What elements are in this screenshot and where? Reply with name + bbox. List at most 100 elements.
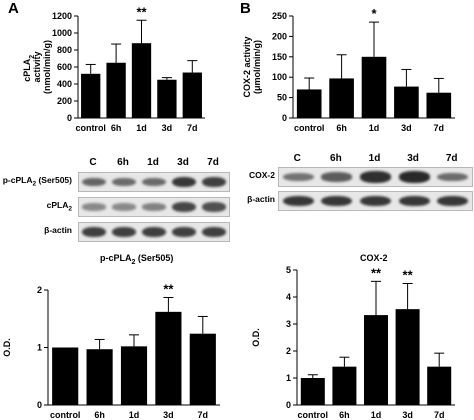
y-axis-label: COX-2 activity(μmol/min/g): [242, 36, 262, 97]
bar-1d: [131, 43, 152, 119]
x-tick-label: 3d: [402, 410, 413, 420]
y-tick-label: 4: [286, 292, 291, 302]
lane-label: 3d: [407, 153, 419, 164]
blot-band: [437, 195, 469, 207]
x-tick-label: 3d: [163, 410, 174, 420]
y-tick-label: 0: [67, 113, 72, 123]
blot-band: [398, 171, 430, 183]
left-western-blot: C 6h 1d 3d 7d p-cPLA2 (Ser505) cPLA2 β-actin: [0, 150, 235, 245]
lane-label: 7d: [445, 153, 458, 164]
y-axis-label-line: (nmol/min/g): [42, 40, 52, 94]
significance-marker: **: [371, 265, 382, 280]
y-axis-label-line: activity: [32, 51, 42, 82]
y-axis-label-line: O.D.: [251, 328, 261, 347]
lane-label: 1d: [368, 153, 381, 164]
y-tick-label: 200: [272, 31, 287, 41]
blot-row-label: cPLA2: [46, 200, 72, 213]
bar-control: [300, 378, 325, 405]
right-western-blot: C 6h 1d 3d 7d COX-2 β-actin: [237, 150, 474, 215]
x-tick-label: 7d: [434, 410, 445, 420]
blot-band: [172, 201, 196, 213]
lane-label: 7d: [207, 157, 219, 168]
bar-7d: [426, 92, 452, 118]
p-cpla2-od-chart: 0 1 2 O.D. control 6h 1d ** 3d 7d: [0, 0, 235, 420]
bar-control: [52, 347, 79, 405]
y-tick-label: 400: [57, 79, 72, 89]
blot-strip: [78, 172, 230, 192]
y-tick-label: 2: [37, 285, 42, 295]
x-tick-label: 1d: [129, 410, 140, 420]
y-tick-label: 0: [286, 400, 291, 410]
blot-strip: [278, 167, 473, 187]
y-tick-label: 1000: [52, 28, 72, 38]
x-tick-label: 6h: [336, 123, 347, 133]
x-tick-label: control: [50, 410, 81, 420]
blot-band: [142, 203, 166, 211]
blot-band: [282, 195, 314, 207]
blot-row-label: β-actin: [247, 194, 275, 204]
x-tick-label: 7d: [434, 123, 445, 133]
blot-band: [142, 177, 166, 187]
bar-3d: [395, 309, 420, 405]
bar-6h: [86, 349, 113, 405]
x-tick-label: control: [294, 123, 325, 133]
blot-band: [112, 226, 136, 238]
y-tick-label: 250: [272, 11, 287, 21]
y-tick-label: 200: [57, 96, 72, 106]
blot-band: [398, 195, 430, 207]
y-tick-label: 1: [286, 373, 291, 383]
y-axis-label-line: cPLA: [22, 58, 32, 82]
x-tick-label: 1d: [371, 410, 382, 420]
bar-7d: [427, 366, 452, 405]
y-axis-label: O.D.: [2, 338, 12, 357]
lane-label: 6h: [117, 157, 129, 168]
lane-label: C: [293, 153, 301, 164]
x-tick-label: 7d: [187, 123, 198, 133]
x-tick-label: 1d: [136, 123, 147, 133]
blot-row-label: β-actin: [44, 225, 72, 235]
blot-row-label: p-cPLA2 (Ser505): [2, 175, 72, 188]
blot-band: [112, 203, 136, 211]
y-tick-label: 50: [277, 93, 287, 103]
y-tick-label: 5: [286, 265, 291, 275]
significance-marker: **: [136, 4, 147, 19]
x-tick-label: 6h: [111, 123, 122, 133]
y-tick-label: 3: [286, 319, 291, 329]
blot-band: [82, 226, 106, 238]
cox2-activity-svg: 0 50 100 150 200 250 COX-2 activity(μmol/min/g…: [242, 6, 455, 133]
panel-letter-a: A: [8, 0, 19, 17]
y-axis-label: cPLA2 activity(nmol/min/g): [22, 40, 52, 94]
x-tick-label: 6h: [94, 410, 105, 420]
y-tick-label: 1200: [52, 11, 72, 21]
y-tick-label: 150: [272, 52, 287, 62]
y-axis-label-subscript: 2: [29, 55, 36, 59]
y-tick-label: 800: [57, 45, 72, 55]
significance-marker: **: [163, 281, 174, 296]
blot-band: [321, 172, 353, 182]
lane-label: C: [89, 157, 97, 168]
blot-band: [321, 195, 353, 207]
y-tick-label: 1: [37, 343, 42, 353]
blot-band: [172, 176, 196, 188]
p-cpla2-od-title: p-cPLA2 (Ser505): [100, 253, 174, 266]
x-tick-label: 1d: [369, 123, 380, 133]
bar-7d: [189, 333, 216, 405]
x-tick-label: control: [298, 410, 329, 420]
lane-label: 1d: [147, 157, 159, 168]
bar-7d: [182, 72, 202, 118]
blot-band: [437, 172, 469, 182]
bar-1d: [120, 346, 148, 405]
x-tick-label: 7d: [198, 410, 209, 420]
bar-6h: [106, 62, 126, 118]
y-tick-label: 0: [282, 113, 287, 123]
cpla2-activity-svg: 0 200 400 600 800 1000 1200 cPLA2 activity(nmol…: [22, 4, 205, 133]
bar-1d: [363, 315, 389, 405]
significance-marker: *: [371, 6, 377, 21]
y-tick-label: 100: [272, 72, 287, 82]
blot-band: [202, 226, 226, 238]
bar-6h: [329, 78, 354, 118]
blot-band: [82, 203, 106, 211]
x-tick-label: 3d: [162, 123, 173, 133]
